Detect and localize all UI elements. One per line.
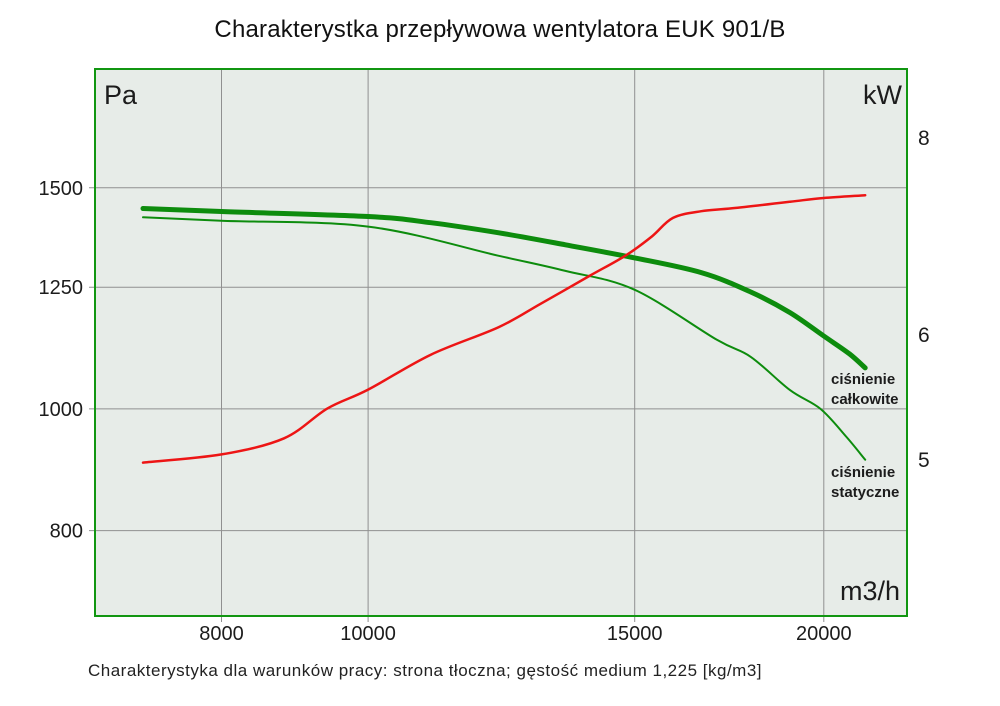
- y-right-unit-label: kW: [863, 80, 902, 110]
- x-tick-label: 15000: [607, 623, 663, 645]
- label-total-pressure: ciśnienie całkowite: [831, 370, 921, 410]
- y-left-tick-label: 1250: [39, 277, 84, 299]
- chart-title: Charakterystka przepływowa wentylatora E…: [214, 16, 786, 43]
- label-total-pressure-line2: całkowite: [831, 391, 899, 408]
- y-left-tick-label: 800: [50, 521, 83, 543]
- x-tick-label: 8000: [199, 623, 244, 645]
- curve-power: [141, 193, 867, 464]
- curve-total-pressure: [140, 206, 868, 371]
- label-static-pressure-line1: ciśnienie: [831, 464, 896, 481]
- y-left-tick-label: 1500: [39, 178, 84, 200]
- chart-caption: Charakterystyka dla warunków pracy: stro…: [88, 661, 763, 680]
- x-unit-label: m3/h: [839, 576, 900, 606]
- plot-background: [95, 69, 907, 616]
- plot-border: [94, 68, 908, 617]
- curve-static-pressure: [142, 216, 867, 461]
- y-right-tick-label: 6: [918, 324, 930, 347]
- y-left-unit-label: Pa: [104, 80, 138, 110]
- label-static-pressure: ciśnienie statyczne: [831, 463, 921, 503]
- y-left-tick-label: 1000: [39, 399, 84, 421]
- label-total-pressure-line1: ciśnienie: [831, 371, 896, 388]
- x-tick-label: 10000: [340, 623, 396, 645]
- label-static-pressure-line2: statyczne: [831, 484, 900, 501]
- x-tick-label: 20000: [796, 623, 852, 645]
- y-right-tick-label: 5: [918, 449, 930, 472]
- y-right-tick-label: 8: [918, 127, 930, 150]
